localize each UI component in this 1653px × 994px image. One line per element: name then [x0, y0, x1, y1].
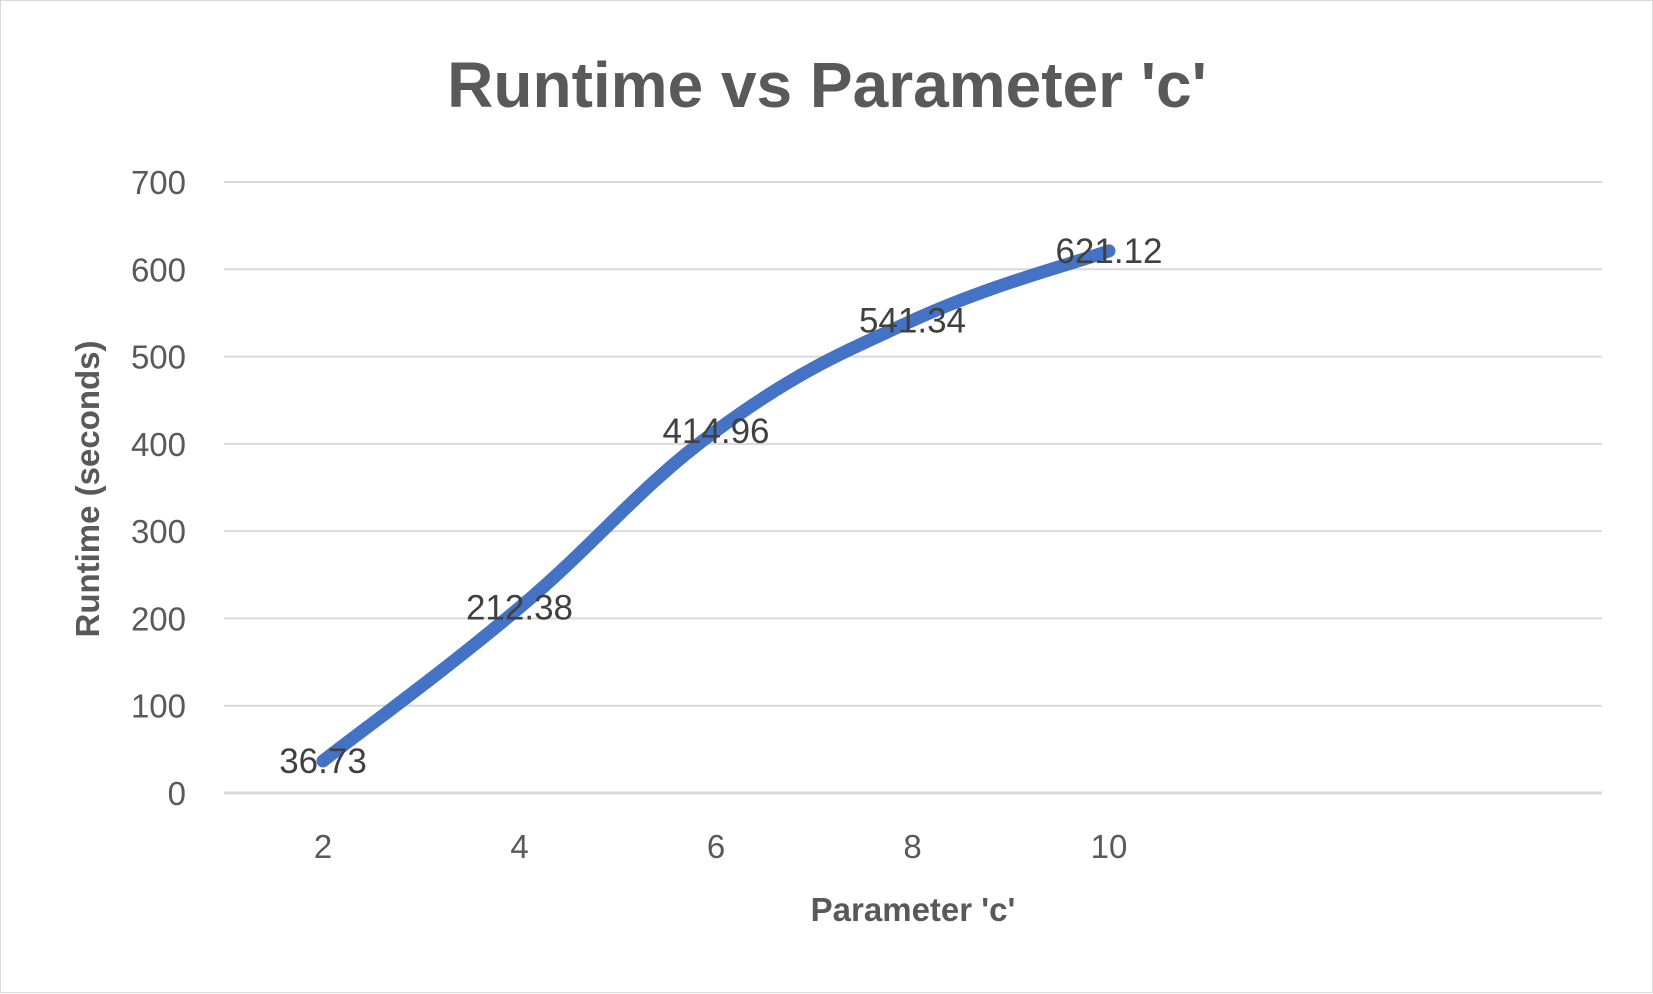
x-tick-label: 4 — [510, 828, 528, 865]
data-label: 36.73 — [279, 742, 367, 781]
x-axis-title: Parameter 'c' — [811, 891, 1016, 928]
data-label: 212.38 — [466, 589, 573, 628]
y-tick-label: 300 — [131, 513, 186, 550]
data-label: 621.12 — [1055, 232, 1162, 271]
gridlines — [224, 181, 1602, 795]
data-labels: 36.73 212.38 414.96 541.34 621.12 — [279, 232, 1162, 781]
x-tick-label: 8 — [903, 828, 921, 865]
y-tick-label: 400 — [131, 426, 186, 463]
y-tick-label: 500 — [131, 339, 186, 376]
y-tick-label: 200 — [131, 600, 186, 637]
y-tick-label: 700 — [131, 164, 186, 201]
y-tick-label: 0 — [168, 775, 186, 812]
data-label: 414.96 — [662, 412, 769, 451]
y-tick-label: 600 — [131, 251, 186, 288]
x-tick-label: 6 — [707, 828, 725, 865]
x-tick-label: 2 — [314, 828, 332, 865]
data-label: 541.34 — [859, 301, 966, 340]
y-axis-ticks: 0 100 200 300 400 500 600 700 — [131, 164, 186, 812]
y-axis-title: Runtime (seconds) — [69, 340, 106, 637]
y-tick-label: 100 — [131, 688, 186, 725]
x-axis-ticks: 2 4 6 8 10 — [314, 828, 1128, 865]
chart-title: Runtime vs Parameter 'c' — [447, 49, 1207, 121]
x-tick-label: 10 — [1091, 828, 1128, 865]
runtime-series-line — [316, 244, 1116, 768]
